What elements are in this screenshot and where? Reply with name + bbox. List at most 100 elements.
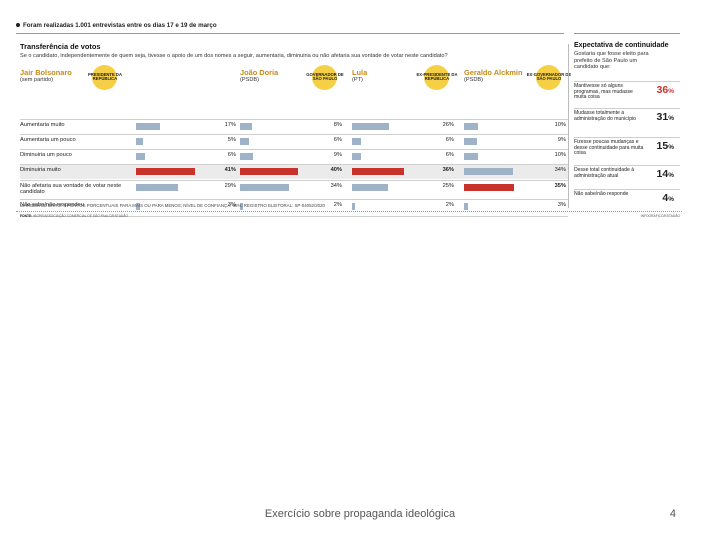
continuity-panel: Expectativa de continuidade Gostaria que… bbox=[574, 42, 680, 204]
row-divider bbox=[20, 216, 568, 217]
candidate-header: EX-PRESIDENTE DA REPÚBLICA Lula (PT) bbox=[352, 65, 464, 93]
vote-transfer-panel: Transferência de votos Se o candidato, i… bbox=[20, 42, 571, 217]
slide-number: 4 bbox=[669, 508, 676, 520]
source-label: FONTE: bbox=[20, 214, 33, 218]
continuity-unit: % bbox=[668, 144, 674, 151]
bar bbox=[352, 203, 355, 210]
category-label: Diminuiria muito bbox=[20, 167, 61, 173]
survey-note-text: Foram realizadas 1.001 entrevistas entre… bbox=[23, 22, 217, 29]
bar-value-label: 41% bbox=[224, 167, 236, 173]
continuity-divider bbox=[574, 137, 680, 138]
row-divider bbox=[20, 164, 568, 165]
bar bbox=[352, 184, 388, 191]
continuity-label: Fizesse poucas mudanças e desse continui… bbox=[574, 139, 644, 157]
bar bbox=[464, 184, 515, 191]
candidate-name: Lula bbox=[352, 68, 368, 77]
category-label: Não sabe/não respondeu bbox=[20, 202, 84, 208]
side-title-rule bbox=[574, 33, 680, 34]
candidate-role: PRESIDENTE DA REPÚBLICA bbox=[88, 72, 122, 82]
graphic-credit: INFOGRÁFICO/ESTADÃO bbox=[640, 214, 680, 218]
bar bbox=[464, 138, 477, 145]
continuity-label: Mantivesse só alguns programas, mas muda… bbox=[574, 83, 633, 101]
survey-note: Foram realizadas 1.001 entrevistas entre… bbox=[16, 22, 217, 29]
continuity-number: 4 bbox=[662, 192, 669, 204]
continuity-unit: % bbox=[668, 115, 674, 122]
bar-value-label: 10% bbox=[554, 122, 566, 128]
continuity-value: 36% bbox=[657, 84, 674, 96]
bullet-dot-icon bbox=[16, 23, 20, 28]
continuity-label: Não sabe/não responde bbox=[574, 191, 629, 197]
category-label: Aumentaria um pouco bbox=[20, 137, 76, 143]
row-divider bbox=[20, 119, 568, 120]
bar bbox=[136, 168, 196, 175]
bar-value-label: 40% bbox=[330, 167, 342, 173]
role-highlight-circle-icon bbox=[92, 65, 117, 90]
continuity-number: 14 bbox=[656, 168, 669, 180]
bar bbox=[136, 138, 144, 145]
vote-transfer-question: Se o candidato, independentemente de que… bbox=[20, 53, 448, 59]
bar-value-label: 10% bbox=[554, 152, 566, 158]
continuity-number: 15 bbox=[656, 140, 669, 152]
continuity-title: Expectativa de continuidade bbox=[574, 42, 669, 49]
continuity-number: 36 bbox=[656, 84, 669, 96]
bar-value-label: 6% bbox=[333, 137, 342, 143]
bar bbox=[352, 168, 404, 175]
bar-value-label: 25% bbox=[442, 183, 454, 189]
role-highlight-circle-icon bbox=[312, 65, 337, 90]
row-divider bbox=[20, 134, 568, 135]
continuity-divider bbox=[574, 165, 680, 166]
row-divider bbox=[20, 149, 568, 150]
row-divider bbox=[20, 180, 568, 181]
bar-value-label: 36% bbox=[442, 167, 454, 173]
bar-value-label: 2% bbox=[333, 202, 342, 208]
bar bbox=[136, 153, 145, 160]
category-label: Não afetaria sua vontade de votar neste … bbox=[20, 183, 122, 195]
continuity-value: 4% bbox=[662, 192, 674, 204]
bar bbox=[464, 203, 469, 210]
bar bbox=[136, 123, 161, 130]
continuity-divider bbox=[574, 81, 680, 82]
bar-value-label: 6% bbox=[445, 137, 454, 143]
candidate-name: João Doria bbox=[240, 68, 279, 77]
candidate-name: Jair Bolsonaro bbox=[20, 68, 72, 77]
continuity-question: Gostaria que fosse eleito para prefeito … bbox=[574, 51, 649, 71]
candidate-party: (PSDB) bbox=[240, 77, 259, 84]
bar-value-label: 26% bbox=[442, 122, 454, 128]
bar bbox=[240, 168, 298, 175]
category-label: Aumentaria muito bbox=[20, 122, 65, 128]
bar-value-label: 3% bbox=[227, 202, 236, 208]
bar-value-label: 5% bbox=[227, 137, 236, 143]
continuity-divider bbox=[574, 108, 680, 109]
bar bbox=[136, 203, 141, 210]
candidate-header: EX-GOVERNADOR DE SÃO PAULO Geraldo Alckmi… bbox=[464, 65, 576, 93]
slide-footer: Exercício sobre propaganda ideológica bbox=[264, 508, 456, 520]
bar bbox=[240, 184, 289, 191]
bar-value-label: 6% bbox=[227, 152, 236, 158]
continuity-unit: % bbox=[668, 88, 674, 95]
role-highlight-circle-icon bbox=[536, 65, 561, 90]
bar bbox=[136, 184, 178, 191]
continuity-value: 14% bbox=[657, 168, 674, 180]
candidate-role: GOVERNADOR DE SÃO PAULO bbox=[306, 72, 344, 82]
error-margin-note: MARGEM DE ERRO: 3 PONTOS PORCENTUAIS PAR… bbox=[20, 203, 325, 208]
candidate-party: (PT) bbox=[352, 77, 363, 84]
bar-value-label: 9% bbox=[557, 137, 566, 143]
candidate-role: EX-GOVERNADOR DE SÃO PAULO bbox=[526, 72, 572, 82]
bar-value-label: 3% bbox=[557, 202, 566, 208]
continuity-label: Mudasse totalmente a administração do mu… bbox=[574, 110, 637, 122]
candidate-party: (PSDB) bbox=[464, 77, 483, 84]
bar bbox=[464, 153, 479, 160]
candidate-header: GOVERNADOR DE SÃO PAULO João Doria (PSDB) bbox=[240, 65, 352, 93]
continuity-divider bbox=[574, 189, 680, 190]
continuity-unit: % bbox=[668, 172, 674, 179]
candidate-header: PRESIDENTE DA REPÚBLICA Jair Bolsonaro (se… bbox=[20, 65, 132, 93]
bar-value-label: 34% bbox=[554, 167, 566, 173]
bar-value-label: 6% bbox=[445, 152, 454, 158]
side-divider bbox=[568, 44, 569, 208]
bar-value-label: 34% bbox=[330, 183, 342, 189]
bar-value-label: 17% bbox=[224, 122, 236, 128]
bar-value-label: 9% bbox=[333, 152, 342, 158]
bar bbox=[352, 138, 361, 145]
source-line: FONTE: IBOPE/ASSOCIAÇÃO COMERCIAL DE SÃO… bbox=[20, 214, 128, 218]
bar bbox=[464, 123, 479, 130]
